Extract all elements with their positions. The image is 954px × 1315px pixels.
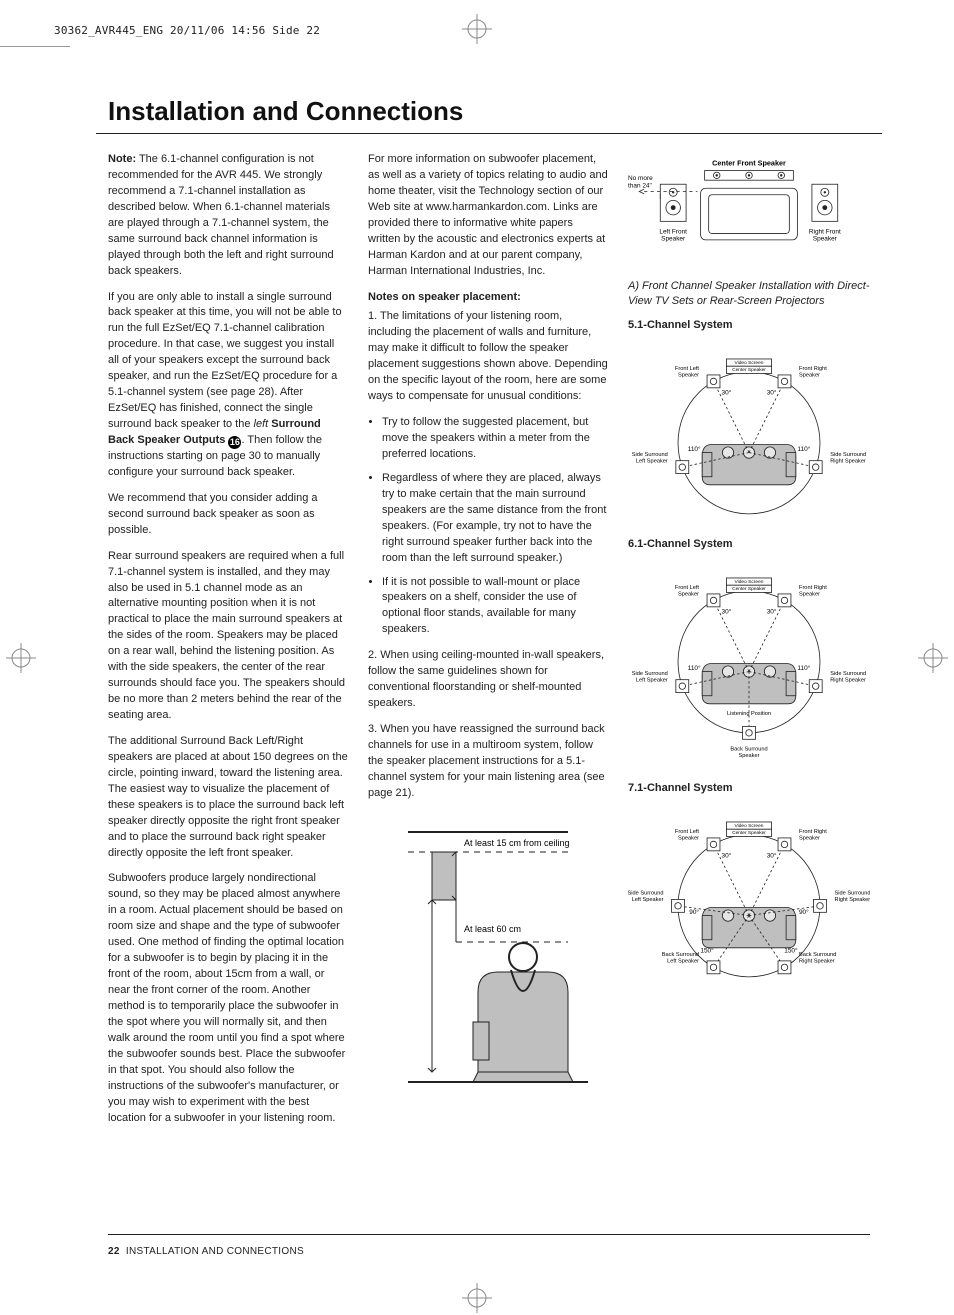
svg-text:Side SurroundLeft Speaker: Side SurroundLeft Speaker [628, 890, 664, 902]
front-speaker-diagram: Center Front Speaker No morethan 24" [628, 156, 870, 269]
bullet-item: Try to follow the suggested placement, b… [382, 415, 608, 463]
page-number: 22 [108, 1246, 120, 1257]
svg-text:Front LeftSpeaker: Front LeftSpeaker [675, 366, 700, 378]
diagram-label: 7.1-Channel System [628, 781, 870, 797]
para: We recommend that you consider adding a … [108, 491, 348, 539]
label: Center Front Speaker [712, 159, 786, 168]
svg-text:Side SurroundLeft Speaker: Side SurroundLeft Speaker [632, 451, 668, 463]
svg-text:Video Screen: Video Screen [735, 579, 764, 585]
label: No morethan 24" [628, 175, 653, 189]
system-51-diagram: Video Screen Center Speaker Front LeftSpea… [628, 338, 870, 532]
reg-left [6, 643, 36, 673]
svg-text:30°: 30° [767, 608, 777, 616]
svg-text:Back SurroundLeft Speaker: Back SurroundLeft Speaker [662, 952, 699, 964]
diagram-label: 5.1-Channel System [628, 318, 870, 334]
text: The 6.1-channel configuration is not rec… [108, 153, 334, 277]
column-mid: For more information on subwoofer placem… [368, 152, 608, 1136]
svg-text:150°: 150° [700, 947, 714, 955]
svg-text:150°: 150° [784, 947, 798, 955]
system-71-diagram: Video ScreenCenter Speaker Front LeftSpea… [628, 801, 870, 1027]
subheading: Notes on speaker placement: [368, 290, 608, 306]
caption: A) Front Channel Speaker Installation wi… [628, 279, 870, 310]
svg-text:Side SurroundRight Speaker: Side SurroundRight Speaker [830, 451, 866, 463]
label: At least 60 cm [464, 924, 521, 934]
svg-text:Front RightSpeaker: Front RightSpeaker [799, 829, 827, 841]
label: Left FrontSpeaker [659, 228, 687, 242]
bullet-list: Try to follow the suggested placement, b… [368, 415, 608, 638]
page-title: Installation and Connections [108, 96, 870, 127]
svg-text:30°: 30° [722, 851, 732, 859]
para: The additional Surround Back Left/Right … [108, 734, 348, 862]
svg-text:90°: 90° [689, 908, 699, 916]
svg-text:Front RightSpeaker: Front RightSpeaker [799, 366, 827, 378]
para: 2. When using ceiling-mounted in-wall sp… [368, 648, 608, 712]
columns: Note: The 6.1-channel configuration is n… [108, 152, 870, 1136]
column-left: Note: The 6.1-channel configuration is n… [108, 152, 348, 1136]
title-rule [96, 133, 882, 134]
page: 30362_AVR445_ENG 20/11/06 14:56 Side 22 … [0, 0, 954, 1315]
svg-text:Video Screen: Video Screen [735, 359, 764, 365]
para: Note: The 6.1-channel configuration is n… [108, 152, 348, 280]
para: Rear surround speakers are required when… [108, 549, 348, 724]
text: If you are only able to install a single… [108, 291, 342, 431]
svg-text:110°: 110° [688, 445, 701, 453]
para: 3. When you have reassigned the surround… [368, 722, 608, 802]
svg-text:Center Speaker: Center Speaker [732, 367, 766, 373]
svg-text:90°: 90° [799, 908, 809, 916]
footer-text: INSTALLATION AND CONNECTIONS [126, 1246, 304, 1257]
print-header: 30362_AVR445_ENG 20/11/06 14:56 Side 22 [54, 24, 320, 37]
label: At least 15 cm from ceiling [464, 838, 570, 848]
diagram-label: 6.1-Channel System [628, 537, 870, 553]
crop-top-r [0, 46, 60, 47]
svg-text:Side SurroundLeft Speaker: Side SurroundLeft Speaker [632, 671, 668, 683]
svg-text:30°: 30° [722, 388, 732, 396]
reg-right [918, 643, 948, 673]
bullet-item: Regardless of where they are placed, alw… [382, 471, 608, 567]
para: If you are only able to install a single… [108, 290, 348, 481]
reg-top [462, 14, 492, 44]
svg-text:30°: 30° [722, 608, 732, 616]
label: Right FrontSpeaker [809, 228, 841, 242]
svg-text:30°: 30° [767, 851, 777, 859]
svg-text:Video Screen: Video Screen [735, 823, 764, 829]
page-footer: 22 INSTALLATION AND CONNECTIONS [108, 1246, 304, 1257]
system-61-diagram: Video ScreenCenter Speaker Front LeftSpea… [628, 557, 870, 775]
svg-text:Listening Position: Listening Position [727, 711, 771, 717]
person-diagram: At least 15 cm from ceiling At least 60 … [368, 812, 608, 1092]
svg-text:110°: 110° [688, 664, 701, 672]
svg-text:30°: 30° [767, 388, 777, 396]
svg-text:Center Speaker: Center Speaker [732, 830, 766, 836]
svg-text:110°: 110° [797, 664, 810, 672]
bold-label: Note: [108, 153, 136, 165]
reg-bottom [462, 1283, 492, 1313]
svg-text:Front LeftSpeaker: Front LeftSpeaker [675, 829, 700, 841]
para: Subwoofers produce largely nondirectiona… [108, 871, 348, 1126]
ref-badge: 16 [228, 436, 241, 449]
svg-text:Side SurroundRight Speaker: Side SurroundRight Speaker [830, 671, 866, 683]
italic: left [254, 418, 269, 430]
svg-text:110°: 110° [797, 445, 810, 453]
bullet-item: If it is not possible to wall-mount or p… [382, 575, 608, 639]
svg-text:Side SurroundRight Speaker: Side SurroundRight Speaker [835, 890, 870, 902]
svg-text:Back SurroundRight Speaker: Back SurroundRight Speaker [799, 952, 836, 964]
svg-text:Front LeftSpeaker: Front LeftSpeaker [675, 585, 700, 597]
svg-text:Center Speaker: Center Speaker [732, 586, 766, 592]
para: 1. The limitations of your listening roo… [368, 309, 608, 405]
svg-text:Front RightSpeaker: Front RightSpeaker [799, 585, 827, 597]
svg-text:Back SurroundSpeaker: Back SurroundSpeaker [730, 747, 767, 759]
footer-rule [108, 1234, 870, 1235]
column-right: Center Front Speaker No morethan 24" [628, 152, 870, 1136]
para: For more information on subwoofer placem… [368, 152, 608, 280]
